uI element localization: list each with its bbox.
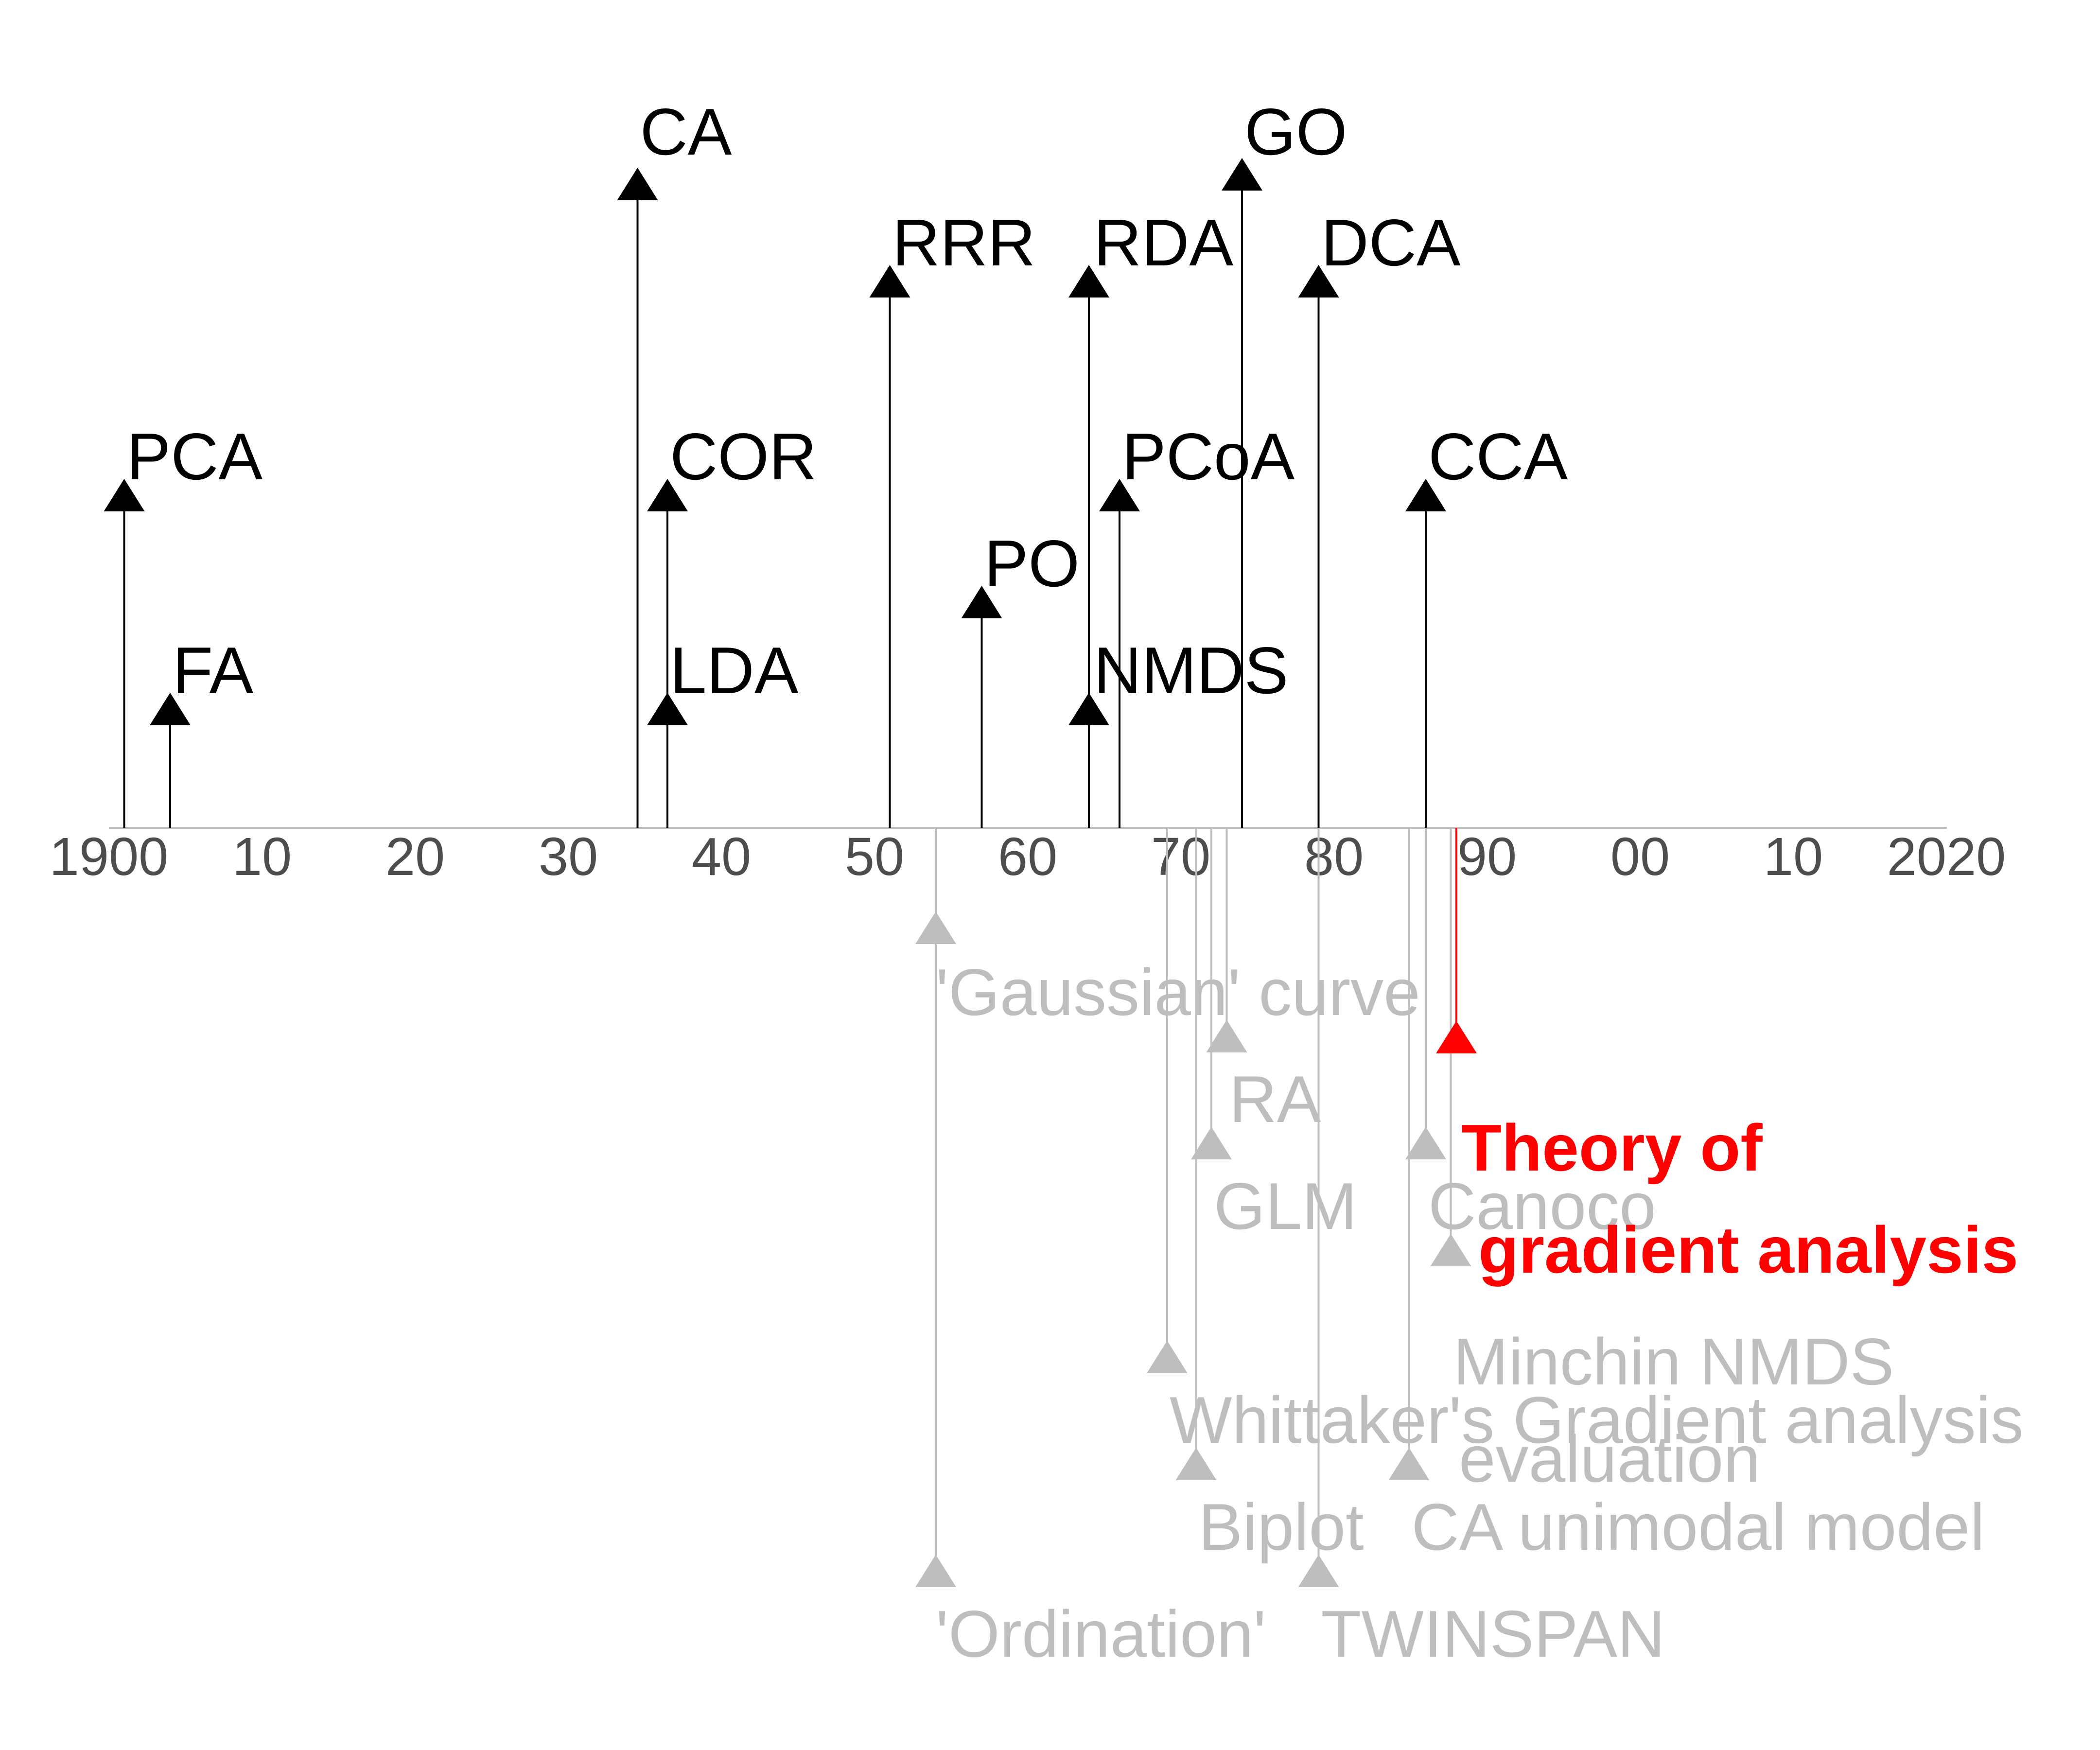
concept-marker bbox=[1405, 1127, 1446, 1159]
concept-label: RA bbox=[1229, 1062, 1321, 1136]
method-marker bbox=[961, 586, 1002, 618]
concept-label: CA unimodal model bbox=[1412, 1490, 1985, 1564]
method-marker bbox=[1068, 265, 1109, 298]
x-tick-label: 20 bbox=[385, 827, 445, 887]
concept-label: Canoco bbox=[1428, 1169, 1656, 1243]
method-label: CA bbox=[640, 95, 732, 169]
method-label: PCoA bbox=[1122, 420, 1295, 493]
concept-label: Minchin NMDS bbox=[1453, 1325, 1894, 1399]
highlight-label-line2: gradient analysis bbox=[1478, 1213, 2018, 1287]
x-tick-label: 10 bbox=[1764, 827, 1823, 887]
x-tick-label: 50 bbox=[845, 827, 904, 887]
method-marker bbox=[1099, 479, 1140, 511]
x-tick-label: 2020 bbox=[1887, 827, 2006, 887]
method-label: RRR bbox=[892, 206, 1036, 280]
concept-label: 'Gaussian' curve bbox=[936, 955, 1420, 1029]
x-tick-label: 80 bbox=[1304, 827, 1364, 887]
method-marker bbox=[150, 693, 191, 725]
tick-labels: 1900 10 20 30 40 50 60 70 80 90 00 10 2020 bbox=[50, 827, 2006, 887]
concept-marker bbox=[1147, 1341, 1188, 1373]
method-marker bbox=[647, 693, 688, 725]
x-tick-label: 30 bbox=[539, 827, 598, 887]
method-marker bbox=[869, 265, 910, 298]
x-tick-label: 00 bbox=[1610, 827, 1670, 887]
concept-label: Biplot bbox=[1199, 1490, 1364, 1564]
x-tick-label: 70 bbox=[1151, 827, 1210, 887]
concept-marker bbox=[1191, 1127, 1232, 1159]
method-marker bbox=[647, 479, 688, 511]
concept-label: TWINSPAN bbox=[1321, 1597, 1665, 1671]
method-label: PO bbox=[984, 526, 1080, 600]
x-tick-label: 10 bbox=[232, 827, 292, 887]
method-marker bbox=[104, 479, 145, 511]
method-label: RDA bbox=[1094, 206, 1233, 280]
method-label: LDA bbox=[670, 633, 799, 707]
x-tick-label: 40 bbox=[692, 827, 751, 887]
method-label: GO bbox=[1244, 95, 1348, 169]
concept-label: 'Ordination' bbox=[936, 1597, 1266, 1671]
x-tick-label: 60 bbox=[998, 827, 1057, 887]
concept-marker bbox=[1206, 1020, 1247, 1052]
method-label: FA bbox=[173, 633, 254, 707]
concept-label: Whittaker's Gradient analysis bbox=[1170, 1383, 2024, 1457]
method-marker bbox=[1298, 265, 1339, 298]
concept-marker bbox=[1175, 1448, 1217, 1480]
highlight-label-line1: Theory of bbox=[1461, 1111, 1763, 1185]
method-marker bbox=[617, 168, 658, 200]
concept-marker bbox=[1430, 1234, 1471, 1266]
method-label: CCA bbox=[1428, 420, 1568, 493]
method-label: PCA bbox=[127, 420, 263, 493]
concept-marker bbox=[1298, 1555, 1339, 1587]
concept-marker bbox=[915, 1555, 956, 1587]
x-tick-label: 1900 bbox=[50, 827, 169, 887]
method-marker bbox=[1405, 479, 1446, 511]
method-label: NMDS bbox=[1094, 633, 1288, 707]
x-tick-label: 90 bbox=[1457, 827, 1517, 887]
concept-label: evaluation bbox=[1459, 1422, 1760, 1496]
method-label: DCA bbox=[1321, 206, 1461, 280]
concept-marker bbox=[1388, 1448, 1430, 1480]
highlight-marker bbox=[1436, 1021, 1477, 1053]
method-marker bbox=[1068, 693, 1109, 725]
method-label: COR bbox=[670, 420, 817, 493]
stems bbox=[104, 158, 1477, 1587]
event-labels: PCA FA CA COR LDA RRR PO RDA NMDS PCoA GO DCA CCA 'Ga… bbox=[127, 95, 2024, 1671]
method-marker bbox=[1222, 158, 1262, 191]
concept-label: GLM bbox=[1214, 1169, 1357, 1243]
